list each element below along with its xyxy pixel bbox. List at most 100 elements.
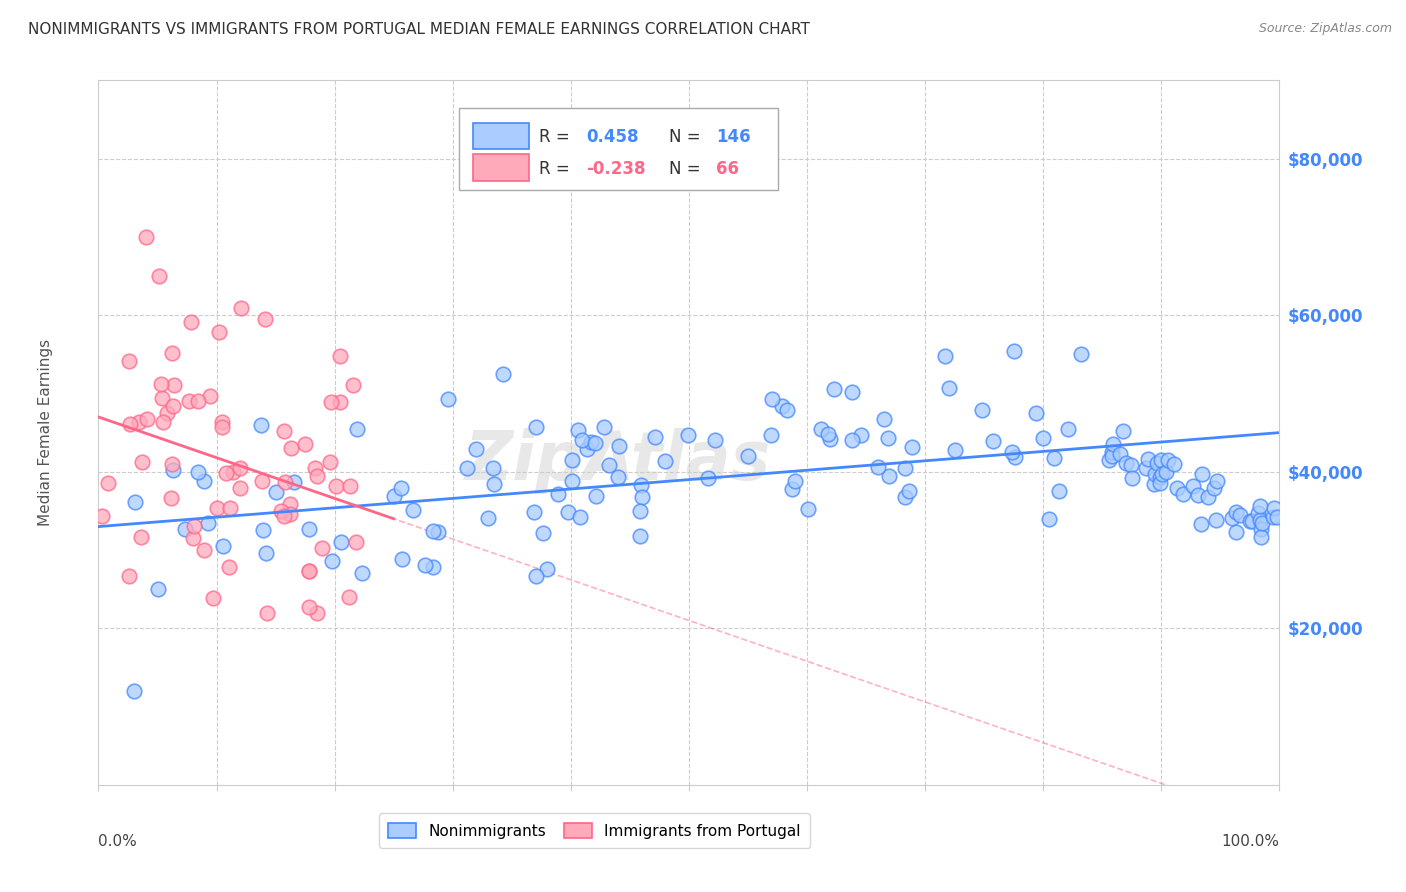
Text: Source: ZipAtlas.com: Source: ZipAtlas.com <box>1258 22 1392 36</box>
Point <box>868 459 890 474</box>
Point <box>97 475 120 490</box>
Point <box>329 349 352 363</box>
Point <box>1112 424 1135 438</box>
Point <box>283 475 305 489</box>
Point <box>135 412 157 426</box>
Point <box>148 268 170 283</box>
Text: 0.458: 0.458 <box>586 128 638 145</box>
Point <box>177 393 200 408</box>
Point <box>162 399 184 413</box>
Point <box>270 504 292 518</box>
Point <box>250 474 273 488</box>
Point <box>1205 513 1227 527</box>
Point <box>437 392 460 407</box>
Point <box>278 508 301 522</box>
Point <box>162 463 184 477</box>
Point <box>1205 475 1227 489</box>
Point <box>298 564 321 578</box>
Point <box>523 504 546 518</box>
Point <box>278 497 301 511</box>
Point <box>297 600 319 615</box>
Point <box>304 460 326 475</box>
Point <box>817 426 839 441</box>
Point <box>583 436 606 450</box>
Point <box>222 465 245 479</box>
Point <box>325 479 347 493</box>
Point <box>945 442 967 457</box>
Point <box>484 477 506 491</box>
Point <box>273 424 295 438</box>
Point <box>1225 505 1247 519</box>
Point <box>678 428 700 442</box>
Point <box>1261 510 1284 524</box>
Point <box>156 405 179 419</box>
Point <box>218 501 240 516</box>
Point <box>229 461 252 475</box>
Point <box>208 325 231 339</box>
Point <box>970 403 993 417</box>
Text: 0.0%: 0.0% <box>98 834 138 849</box>
Point <box>274 475 297 489</box>
Point <box>1163 457 1185 471</box>
Point <box>536 562 558 576</box>
Point <box>1197 490 1219 504</box>
Point <box>1097 453 1119 467</box>
Point <box>593 420 616 434</box>
Point <box>1047 483 1070 498</box>
Point <box>205 501 228 516</box>
Point <box>346 422 368 436</box>
Point <box>1246 507 1268 521</box>
Point <box>704 433 727 447</box>
Point <box>1001 445 1024 459</box>
Point <box>1149 470 1171 484</box>
FancyBboxPatch shape <box>472 122 530 149</box>
Point <box>531 526 554 541</box>
Point <box>391 552 413 566</box>
FancyBboxPatch shape <box>458 109 778 189</box>
Point <box>1202 482 1225 496</box>
Point <box>630 490 652 504</box>
Point <box>231 301 253 315</box>
Point <box>981 434 1004 448</box>
Point <box>1146 456 1168 470</box>
Point <box>1038 511 1060 525</box>
Text: N =: N = <box>669 128 706 145</box>
Point <box>561 475 583 489</box>
Point <box>1119 458 1142 472</box>
Point <box>128 415 150 429</box>
Point <box>422 524 444 539</box>
Point <box>212 540 235 554</box>
Text: ZipAtlas: ZipAtlas <box>465 428 772 494</box>
Point <box>193 543 215 558</box>
Point <box>524 569 547 583</box>
Point <box>118 417 141 431</box>
Point <box>1249 513 1271 527</box>
Point <box>737 449 759 463</box>
Point <box>214 466 236 480</box>
Point <box>628 529 651 543</box>
Point <box>146 582 169 596</box>
Point <box>1004 450 1026 465</box>
Point <box>1182 479 1205 493</box>
Point <box>342 378 364 392</box>
Point <box>311 541 333 555</box>
FancyBboxPatch shape <box>472 154 530 181</box>
Point <box>252 523 274 537</box>
Point <box>337 590 360 604</box>
Point <box>321 554 343 568</box>
Point <box>1144 467 1167 481</box>
Point <box>1239 514 1261 528</box>
Point <box>135 230 157 244</box>
Point <box>780 482 803 496</box>
Point <box>294 436 316 450</box>
Point <box>305 606 328 620</box>
Text: R =: R = <box>538 128 575 145</box>
Point <box>198 389 221 403</box>
Point <box>122 684 145 698</box>
Point <box>187 465 209 479</box>
Point <box>1150 467 1173 482</box>
Point <box>250 417 273 432</box>
Point <box>492 368 515 382</box>
Point <box>253 312 276 326</box>
Point <box>876 431 898 445</box>
